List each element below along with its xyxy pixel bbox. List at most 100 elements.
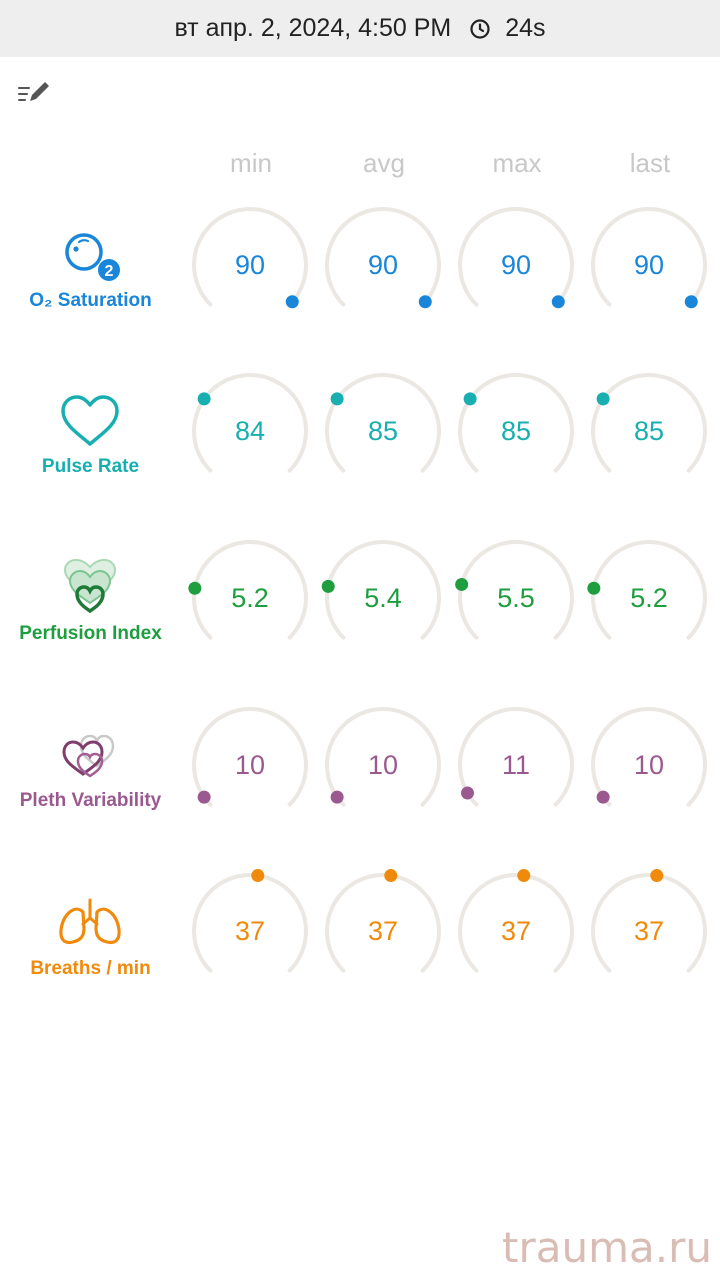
gauge-value: 37 — [633, 915, 665, 946]
session-datetime: вт апр. 2, 2024, 4:50 PM — [174, 14, 452, 42]
gauge-heart-max[interactable]: 85 — [454, 369, 578, 493]
gauge-indicator-dot — [650, 869, 664, 883]
gauge-value: 90 — [633, 249, 665, 280]
gauge-indicator-dot — [596, 392, 610, 406]
gauge-pleth-variability-max[interactable]: 11 — [454, 703, 578, 827]
gauge-o2-saturation-last[interactable]: 90 — [587, 203, 711, 327]
gauge-o2-saturation-max[interactable]: 90 — [454, 203, 578, 327]
gauge-arc — [458, 869, 574, 973]
gauge-value: 90 — [500, 249, 532, 280]
gauge-o2-saturation-avg[interactable]: 90 — [321, 203, 445, 327]
gauge-indicator-dot — [684, 295, 698, 309]
gauge-lungs-avg[interactable]: 37 — [321, 869, 445, 993]
gauge-indicator-dot — [596, 790, 610, 804]
gauge-value: 11 — [501, 749, 531, 780]
gauge-indicator-dot — [587, 581, 601, 595]
gauge-indicator-dot — [285, 295, 299, 309]
gauge-pleth-variability-min[interactable]: 10 — [188, 703, 312, 827]
gauge-value: 90 — [234, 249, 266, 280]
gauge-indicator-dot — [188, 581, 202, 595]
gauge-indicator-dot — [551, 295, 565, 309]
gauge-indicator-dot — [197, 790, 211, 804]
status-bar: вт апр. 2, 2024, 4:50 PM 24s — [0, 0, 720, 57]
o2-saturation-icon: 2 — [65, 233, 120, 281]
gauge-indicator-dot — [197, 392, 211, 406]
gauge-value: 5.4 — [364, 582, 402, 613]
toolbar — [0, 57, 720, 130]
gauge-indicator-dot — [461, 786, 475, 800]
metric-label-pulse-rate: Pulse Rate — [41, 456, 140, 477]
gauge-pleth-variability-avg[interactable]: 10 — [321, 703, 445, 827]
gauge-lungs-max[interactable]: 37 — [454, 869, 578, 993]
perfusion-index-icon — [63, 558, 117, 614]
gauge-value: 10 — [367, 749, 399, 780]
metric-label-breaths-per-min: Breaths / min — [30, 958, 151, 979]
gauge-arc — [192, 869, 308, 973]
gauge-o2-saturation-min[interactable]: 90 — [188, 203, 312, 327]
gauge-arc — [192, 207, 308, 309]
gauge-value: 37 — [367, 915, 399, 946]
gauge-indicator-dot — [251, 869, 265, 883]
metric-label-perfusion-index: Perfusion Index — [19, 623, 162, 644]
lungs-icon — [59, 898, 121, 945]
metric-row-pulse-rate: Pulse Rate — [0, 366, 720, 532]
edit-notes-button[interactable] — [15, 77, 57, 109]
column-header-last: last — [629, 148, 671, 178]
gauge-indicator-dot — [330, 392, 344, 406]
gauge-arc — [325, 373, 441, 473]
metric-row-perfusion-index: Perfusion Index — [0, 533, 720, 699]
gauge-arc — [321, 540, 441, 640]
metric-label-pleth-variability: Pleth Variability — [19, 790, 162, 811]
gauge-arc — [188, 540, 308, 640]
metric-row-o2-saturation: 2 O₂ Saturation — [0, 200, 720, 366]
gauge-arc — [587, 540, 707, 640]
gauge-perfusion-index-last[interactable]: 5.2 — [587, 536, 711, 660]
metric-row-breaths-per-min: Breaths / min — [0, 866, 720, 1032]
metric-label-o2-saturation: O₂ Saturation — [29, 290, 152, 311]
gauge-arc — [458, 707, 574, 807]
gauge-value: 5.5 — [497, 582, 535, 613]
gauge-arc — [325, 707, 441, 807]
gauge-lungs-min[interactable]: 37 — [188, 869, 312, 993]
gauge-heart-last[interactable]: 85 — [587, 369, 711, 493]
gauge-arc — [192, 707, 308, 807]
pleth-variability-icon — [62, 734, 115, 778]
gauge-perfusion-index-min[interactable]: 5.2 — [188, 536, 312, 660]
session-duration: 24s — [505, 14, 546, 42]
gauge-value: 5.2 — [231, 582, 269, 613]
gauge-indicator-dot — [384, 869, 398, 883]
heart-icon — [61, 395, 119, 446]
gauge-arc — [591, 207, 707, 309]
clock-icon — [469, 18, 491, 40]
gauge-arc — [591, 373, 707, 473]
column-header-max: max — [492, 148, 542, 178]
gauge-perfusion-index-max[interactable]: 5.5 — [454, 536, 578, 660]
gauge-arc — [455, 540, 574, 640]
gauge-arc — [458, 207, 574, 309]
column-header-min: min — [230, 148, 272, 178]
gauge-lungs-last[interactable]: 37 — [587, 869, 711, 993]
gauge-arc — [458, 373, 574, 473]
metric-row-pleth-variability: Pleth Variability — [0, 700, 720, 866]
watermark: trauma.ru — [502, 1223, 712, 1272]
gauge-arc — [325, 207, 441, 309]
gauge-value: 90 — [367, 249, 399, 280]
gauge-value: 10 — [633, 749, 665, 780]
gauge-perfusion-index-avg[interactable]: 5.4 — [321, 536, 445, 660]
gauge-value: 37 — [500, 915, 532, 946]
gauge-heart-avg[interactable]: 85 — [321, 369, 445, 493]
gauge-heart-min[interactable]: 84 — [188, 369, 312, 493]
gauge-indicator-dot — [455, 577, 469, 591]
edit-list-icon — [18, 82, 49, 101]
column-header-avg: avg — [363, 148, 405, 178]
svg-text:2: 2 — [105, 263, 114, 280]
gauge-indicator-dot — [330, 790, 344, 804]
gauge-indicator-dot — [517, 869, 531, 883]
gauge-value: 10 — [234, 749, 266, 780]
gauge-pleth-variability-last[interactable]: 10 — [587, 703, 711, 827]
gauge-value: 85 — [367, 415, 399, 446]
gauge-value: 5.2 — [630, 582, 668, 613]
gauge-arc — [325, 869, 441, 973]
gauge-value: 84 — [234, 415, 266, 446]
gauge-indicator-dot — [418, 295, 432, 309]
